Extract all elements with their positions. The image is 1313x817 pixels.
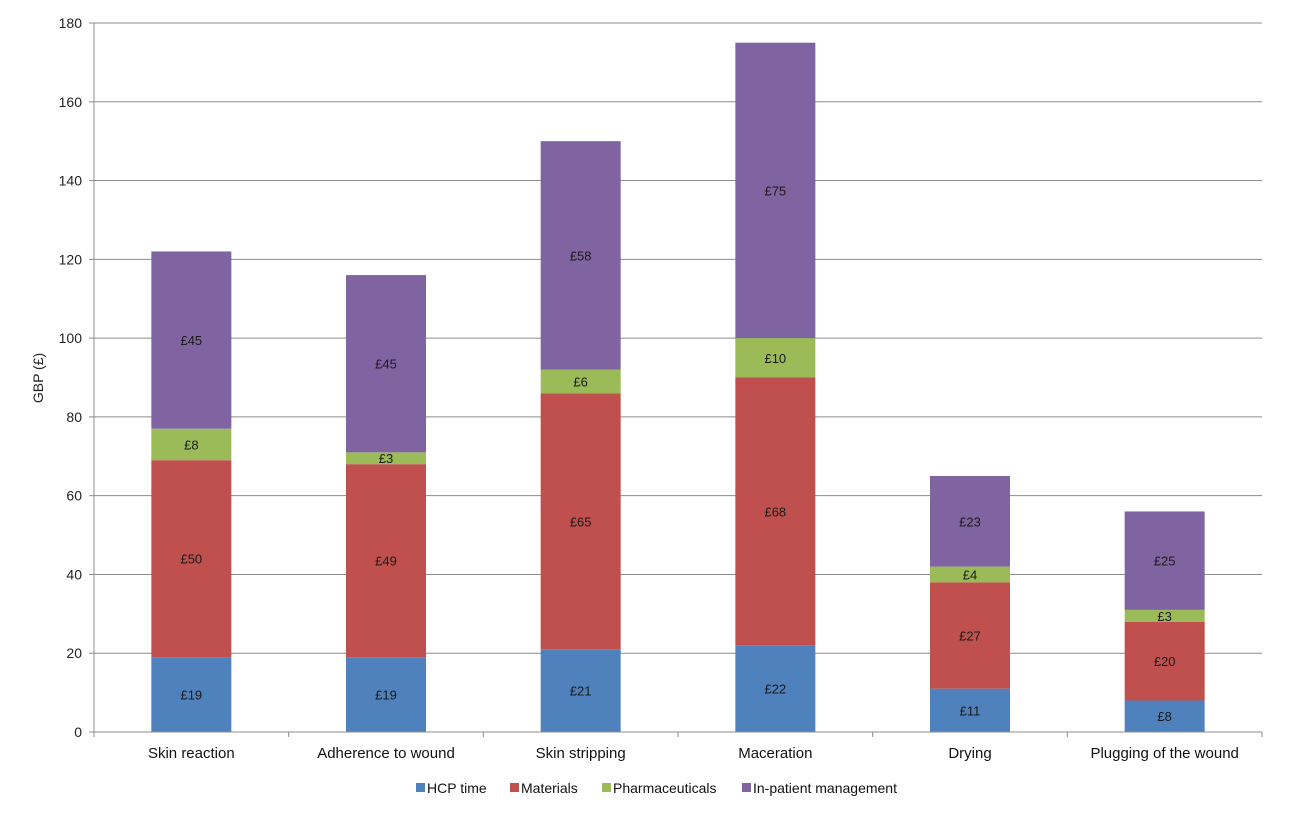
legend-swatch	[510, 783, 519, 792]
bar-segment	[930, 566, 1010, 583]
data-label: £10	[764, 351, 786, 366]
data-label: £3	[1157, 609, 1171, 624]
x-category-label: Skin stripping	[536, 745, 626, 762]
y-tick-label: 120	[59, 251, 83, 267]
data-label: £8	[184, 437, 198, 452]
bar-segment	[930, 582, 1010, 689]
bar-segment	[346, 275, 426, 453]
x-category-label: Plugging of the wound	[1090, 745, 1238, 762]
y-tick-label: 80	[66, 409, 82, 425]
data-label: £8	[1157, 709, 1171, 724]
bar-segment	[346, 657, 426, 732]
bar-segment	[1124, 700, 1205, 732]
gridlines	[94, 22, 1262, 654]
bar-segment	[735, 377, 816, 646]
bar-segment	[540, 141, 621, 370]
data-label: £22	[764, 682, 786, 697]
x-category-label: Drying	[948, 745, 991, 762]
bar-segment	[930, 475, 1010, 567]
legend-label: Pharmaceuticals	[613, 780, 717, 796]
bar-segment	[151, 251, 232, 429]
y-axis-label: GBP (£)	[30, 353, 46, 403]
data-label: £25	[1154, 554, 1176, 569]
data-label: £65	[570, 514, 592, 529]
data-label: £68	[764, 504, 786, 519]
y-axis-ticks: 0 20 40 60 80 100 120 140 160 180	[59, 15, 94, 740]
legend-label: In-patient management	[753, 780, 897, 796]
data-label: £6	[573, 374, 587, 389]
x-category-label: Skin reaction	[148, 745, 235, 762]
data-label: £4	[963, 567, 977, 582]
data-label: £58	[570, 248, 592, 263]
x-axis-categories: Skin reaction Adherence to wound Skin stri…	[148, 745, 1239, 762]
bar-segment	[735, 42, 816, 339]
data-label: £49	[375, 554, 397, 569]
data-label: £21	[570, 684, 592, 699]
data-label: £3	[379, 451, 393, 466]
y-tick-label: 180	[59, 15, 83, 31]
bar-segment	[540, 393, 621, 650]
y-tick-label: 40	[66, 566, 82, 582]
bar-segment	[1124, 621, 1205, 701]
x-category-label: Maceration	[738, 745, 812, 762]
y-tick-label: 60	[66, 488, 82, 504]
data-label: £45	[375, 357, 397, 372]
bar-segment	[151, 428, 232, 461]
bar-segment	[735, 645, 816, 732]
axes	[93, 23, 1263, 737]
y-tick-label: 100	[59, 330, 83, 346]
bar-segment	[151, 657, 232, 732]
data-label: £11	[960, 703, 981, 718]
bar-segment	[1124, 511, 1205, 610]
bar-segment	[930, 688, 1010, 732]
data-label: £27	[959, 628, 981, 643]
legend-swatch	[416, 783, 425, 792]
bar-segment	[346, 452, 426, 465]
bar-segment	[540, 369, 621, 394]
y-tick-label: 0	[74, 724, 82, 740]
bar-segment	[1124, 609, 1205, 622]
legend-swatch	[602, 783, 611, 792]
y-tick-label: 160	[59, 94, 83, 110]
data-label: £19	[375, 688, 397, 703]
data-label: £50	[180, 552, 202, 567]
x-category-label: Adherence to wound	[317, 745, 455, 762]
legend: HCP time Materials Pharmaceuticals In-patie…	[416, 780, 897, 796]
bar-segment	[735, 338, 816, 378]
legend-label: HCP time	[427, 780, 487, 796]
data-label: £45	[180, 333, 202, 348]
legend-label: Materials	[521, 780, 578, 796]
bar-segment	[540, 649, 621, 732]
bars: £19 £50 £8 £45 £19 £49 £3 £45 £21 £65 £6 £58 £22 £68 £…	[151, 42, 1205, 732]
bar-segment	[346, 464, 426, 658]
data-label: £20	[1154, 654, 1176, 669]
data-label: £19	[180, 688, 202, 703]
data-label: £23	[959, 514, 981, 529]
y-tick-label: 20	[66, 645, 82, 661]
data-label: £75	[764, 183, 786, 198]
bar-segment	[151, 460, 232, 658]
legend-swatch	[742, 783, 751, 792]
y-tick-label: 140	[59, 173, 83, 189]
